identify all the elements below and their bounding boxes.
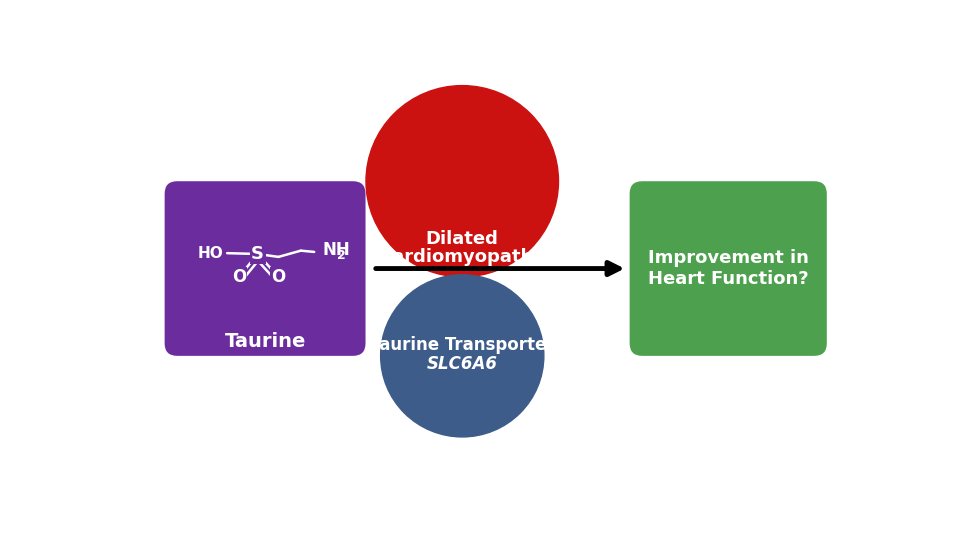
Text: NH: NH (323, 241, 350, 259)
Text: Dilated: Dilated (426, 230, 498, 247)
FancyBboxPatch shape (165, 181, 366, 356)
FancyBboxPatch shape (630, 181, 827, 356)
Circle shape (366, 85, 559, 277)
Text: Taurine: Taurine (225, 332, 306, 351)
Text: HO: HO (198, 246, 224, 261)
Text: Taurine Transporter: Taurine Transporter (370, 336, 555, 354)
Text: Cardiomyopathy: Cardiomyopathy (379, 248, 545, 266)
Text: Improvement in
Heart Function?: Improvement in Heart Function? (648, 249, 809, 288)
Text: 2: 2 (337, 249, 347, 262)
Text: O: O (232, 268, 246, 286)
Circle shape (380, 275, 544, 437)
Text: SLC6A6: SLC6A6 (427, 355, 497, 373)
Text: O: O (272, 268, 285, 286)
Text: S: S (252, 245, 264, 263)
